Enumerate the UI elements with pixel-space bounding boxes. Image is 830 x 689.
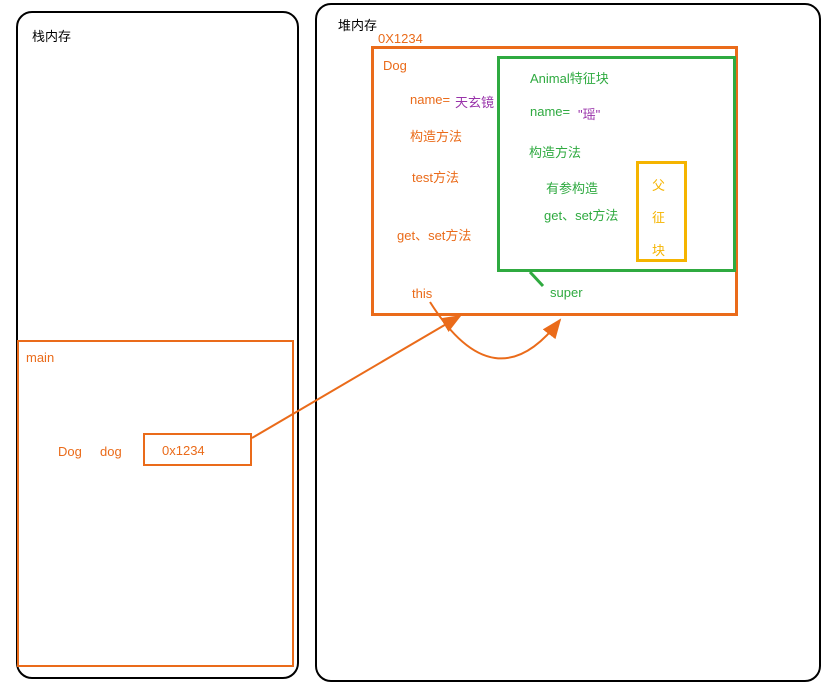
animal-label-3: 构造方法: [529, 142, 581, 161]
dog-label-2: 天玄镜: [455, 92, 494, 111]
animal-label-0: Animal特征块: [530, 68, 609, 87]
animal-label-4: 有参构造: [546, 178, 598, 197]
dog-label-0: Dog: [383, 58, 407, 73]
animal-feature-box: [497, 56, 736, 272]
dog-label-4: test方法: [412, 167, 459, 186]
main-frame-box: [17, 340, 294, 667]
dog-type-label: Dog: [58, 444, 82, 459]
dog-label-1: name=: [410, 92, 450, 107]
heap-title: 堆内存: [338, 15, 377, 34]
animal-label-1: name=: [530, 104, 570, 119]
super-label: super: [550, 285, 583, 300]
animal-label-2: "瑶": [578, 104, 600, 123]
heap-address: 0X1234: [378, 31, 423, 46]
dog-label-6: this: [412, 286, 432, 301]
parent-label-2: 块: [652, 240, 665, 259]
animal-label-5: get、set方法: [544, 205, 618, 224]
parent-label-0: 父: [652, 175, 665, 194]
dog-name-label: dog: [100, 444, 122, 459]
dog-label-5: get、set方法: [397, 225, 471, 244]
dog-label-3: 构造方法: [410, 126, 462, 145]
stack-title: 栈内存: [32, 26, 71, 45]
parent-label-1: 征: [652, 207, 665, 226]
dog-value: 0x1234: [162, 443, 205, 458]
main-label: main: [26, 350, 54, 365]
